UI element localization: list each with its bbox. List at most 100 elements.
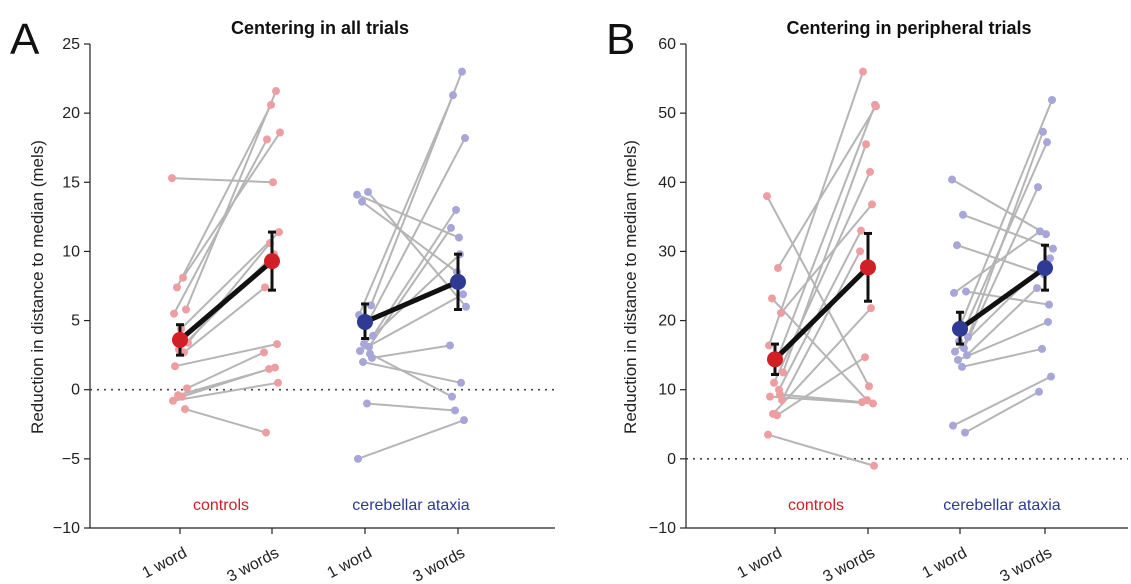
data-point	[774, 264, 782, 273]
data-point	[354, 454, 362, 463]
data-point	[954, 355, 962, 364]
x-tick-label: 3 words	[820, 545, 877, 584]
panel-a: A Centering in all trials Reduction in d…	[10, 15, 555, 584]
data-point	[461, 134, 469, 143]
data-point	[261, 283, 269, 292]
paired-line	[181, 368, 270, 398]
paired-line	[953, 230, 1041, 294]
data-point	[462, 302, 470, 311]
data-point	[170, 309, 178, 318]
data-point	[179, 273, 187, 282]
data-point	[1044, 317, 1052, 326]
data-point	[869, 399, 877, 408]
data-point	[776, 390, 784, 399]
data-point	[171, 362, 179, 371]
data-point	[267, 100, 275, 109]
x-tick-label: 3 words	[410, 545, 467, 584]
data-point	[353, 190, 361, 199]
paired-line	[368, 227, 452, 348]
paired-line	[961, 347, 1043, 368]
paired-line	[779, 393, 863, 404]
data-point	[1042, 230, 1050, 239]
data-point	[363, 399, 371, 408]
y-tick-label: 0	[667, 451, 676, 468]
panel-b-y-ticks: −10 0 10 20 30 40 50 60	[649, 36, 686, 537]
x-tick-label: 3 words	[224, 545, 281, 584]
panel-a-group-means	[172, 230, 466, 357]
data-point	[1049, 244, 1057, 253]
data-point	[768, 294, 776, 303]
panel-a-title: Centering in all trials	[231, 18, 409, 38]
data-point	[857, 226, 865, 235]
data-point	[455, 233, 463, 242]
paired-line	[365, 137, 466, 327]
y-tick-label: −10	[649, 520, 676, 537]
panel-a-y-ticks: −10 −5 0 5 10 15 20 25	[53, 36, 90, 537]
data-point	[451, 406, 459, 415]
mean-line	[364, 279, 459, 325]
y-tick-label: 20	[62, 105, 80, 122]
data-point	[359, 358, 367, 367]
paired-line	[781, 250, 861, 401]
paired-line	[778, 230, 862, 391]
y-tick-label: 10	[658, 382, 676, 399]
panel-b-paired-lines	[766, 71, 1054, 467]
paired-line	[768, 71, 864, 346]
data-point	[951, 347, 959, 356]
mean-point	[264, 253, 280, 270]
paired-line	[366, 402, 456, 412]
data-point	[448, 392, 456, 401]
data-point	[183, 384, 191, 393]
data-point	[457, 378, 465, 387]
y-tick-label: −10	[53, 520, 80, 537]
data-point	[271, 363, 279, 372]
data-point	[169, 396, 177, 405]
x-tick-label: 1 word	[734, 545, 784, 583]
data-point	[262, 428, 270, 437]
data-point	[866, 167, 874, 176]
mean-line	[773, 265, 870, 362]
paired-line	[780, 203, 873, 314]
data-point	[356, 346, 364, 355]
data-point	[962, 287, 970, 296]
paired-line	[176, 104, 272, 288]
data-point	[276, 128, 284, 137]
data-point	[865, 382, 873, 391]
data-point	[950, 288, 958, 297]
paired-line	[362, 361, 462, 384]
paired-line	[771, 297, 868, 401]
x-tick-label: 1 word	[139, 545, 189, 583]
panel-b-data-points	[763, 67, 1057, 470]
paired-line	[952, 375, 1052, 427]
paired-line	[367, 191, 467, 308]
y-tick-label: 10	[62, 243, 80, 260]
data-point	[1048, 96, 1056, 105]
paired-line	[776, 356, 866, 417]
y-tick-label: 15	[62, 174, 80, 191]
mean-line	[178, 259, 274, 342]
data-point	[1045, 300, 1053, 309]
paired-line	[958, 141, 1048, 342]
data-point	[273, 340, 281, 349]
data-point	[1036, 227, 1044, 236]
data-point	[365, 342, 373, 351]
y-tick-label: 20	[658, 313, 676, 330]
paired-line	[184, 408, 267, 434]
paired-line	[960, 99, 1053, 325]
panel-b-y-axis-label: Reduction in distance to median (mels)	[621, 140, 640, 434]
paired-line	[358, 94, 454, 316]
panel-a-paired-lines	[171, 71, 467, 460]
data-point	[953, 241, 961, 250]
y-tick-label: 60	[658, 36, 676, 53]
data-point	[1047, 372, 1055, 381]
data-point	[779, 368, 787, 377]
paired-line	[966, 287, 1038, 356]
data-point	[364, 187, 372, 196]
panel-a-letter: A	[10, 15, 40, 64]
data-point	[369, 331, 377, 340]
mean-point	[1037, 260, 1053, 277]
data-point	[181, 405, 189, 414]
y-tick-label: 25	[62, 36, 80, 53]
y-tick-label: 30	[658, 243, 676, 260]
